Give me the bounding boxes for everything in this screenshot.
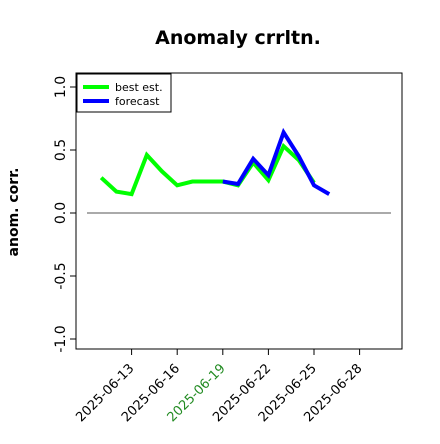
y-tick-label: -1.0	[53, 325, 69, 352]
legend-label: best est.	[115, 81, 163, 94]
chart-title: Anomaly crrltn.	[155, 27, 321, 49]
y-axis-label: anom. corr.	[6, 168, 22, 257]
y-tick-label: 0.0	[53, 202, 69, 224]
plot-area: -1.0-0.50.00.51.02025-06-132025-06-16202…	[53, 73, 402, 425]
plot-frame	[76, 73, 402, 349]
series-line-best-est	[101, 146, 314, 194]
y-tick-label: 1.0	[53, 76, 69, 98]
legend: best est.forecast	[77, 74, 171, 112]
y-tick-label: -0.5	[53, 262, 69, 289]
legend-label: forecast	[115, 95, 160, 108]
y-tick-label: 0.5	[53, 139, 69, 161]
